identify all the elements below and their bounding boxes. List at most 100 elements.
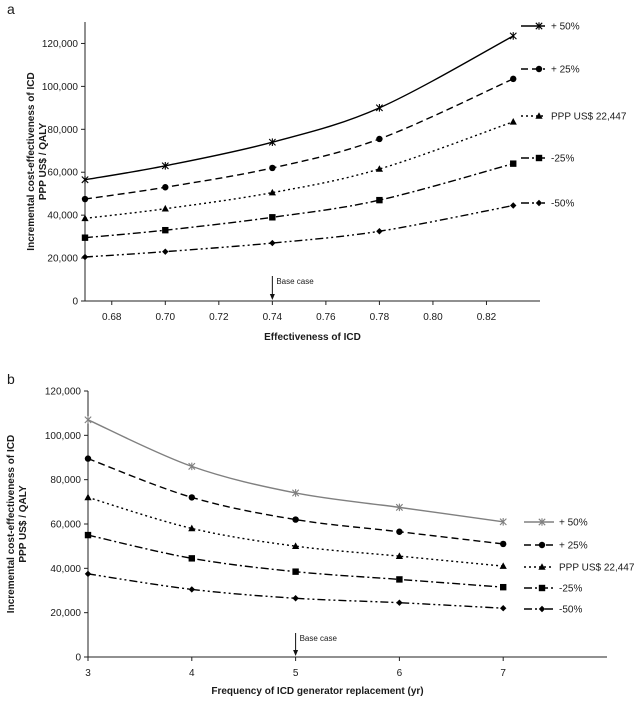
series-4: -50% <box>81 199 574 261</box>
data-point <box>510 160 517 167</box>
y-tick-label: 0 <box>72 297 78 308</box>
legend-label: -50% <box>551 199 574 210</box>
x-tick-label: 0.74 <box>263 312 283 323</box>
y-tick-label: 120,000 <box>45 387 82 398</box>
data-point <box>292 595 299 602</box>
data-point <box>269 214 276 221</box>
chart-panel-b: b 0 20,000 40,000 60,000 80,000 100,000 120,000… <box>6 371 635 697</box>
data-point <box>161 161 169 170</box>
data-point <box>376 228 383 235</box>
data-point <box>268 138 276 146</box>
series-line <box>84 162 514 239</box>
data-point <box>292 489 300 497</box>
legend-label: PPP US$ 22,447 <box>559 563 635 574</box>
data-point <box>269 164 276 172</box>
series-line <box>87 573 504 609</box>
data-point <box>81 253 89 261</box>
y-tick-label: 40,000 <box>47 211 78 222</box>
data-point <box>84 493 92 501</box>
data-point <box>375 165 384 172</box>
data-point <box>292 542 300 549</box>
data-point <box>161 204 169 212</box>
base-case-arrowhead <box>293 650 299 656</box>
legend-marker <box>538 584 546 592</box>
series-line <box>87 496 504 567</box>
data-point <box>510 75 517 83</box>
data-point <box>162 226 169 234</box>
y-tick-label: 80,000 <box>47 125 78 136</box>
legend-label: -25% <box>551 154 574 165</box>
data-point <box>81 195 89 203</box>
series-line <box>84 78 514 200</box>
legend-marker <box>535 22 543 30</box>
x-tick-label: 7 <box>500 668 506 679</box>
data-point <box>499 517 507 526</box>
x-tick-label: 0.76 <box>316 312 336 323</box>
series-2: PPP US$ 22,447 <box>84 493 635 574</box>
data-point <box>376 135 383 143</box>
x-tick-label: 0.68 <box>102 312 122 323</box>
data-point <box>188 494 195 501</box>
legend-marker <box>535 154 543 162</box>
x-tick-label: 4 <box>189 668 195 679</box>
legend-label: PPP US$ 22,447 <box>551 112 627 123</box>
data-point <box>395 503 403 512</box>
legend-marker <box>535 65 543 73</box>
data-point <box>188 555 195 562</box>
data-point <box>188 524 196 532</box>
y-tick-label: 60,000 <box>50 520 81 531</box>
x-tick-label: 3 <box>85 668 91 679</box>
legend-marker <box>535 199 543 207</box>
legend-marker <box>538 518 546 526</box>
data-point <box>188 462 196 471</box>
panel-label: b <box>7 371 15 387</box>
data-point <box>396 599 403 606</box>
y-axis-title-line-1: Incremental cost-effectiveness of ICD <box>6 435 17 613</box>
data-point <box>81 214 89 222</box>
data-point <box>162 184 169 191</box>
y-tick-label: 0 <box>75 653 81 664</box>
legend-marker <box>535 112 543 119</box>
y-tick-label: 100,000 <box>45 431 82 442</box>
series-line <box>87 419 504 523</box>
y-tick-label: 80,000 <box>50 475 81 486</box>
x-tick-label: 5 <box>293 668 299 679</box>
x-tick-label: 6 <box>397 668 403 679</box>
x-tick-label: 0.80 <box>423 312 443 323</box>
data-point <box>396 576 403 583</box>
data-point <box>292 516 299 523</box>
series-2: PPP US$ 22,447 <box>81 112 627 222</box>
base-case-label: Base case <box>300 634 338 643</box>
data-point <box>84 416 92 424</box>
y-tick-label: 40,000 <box>50 564 81 575</box>
data-point <box>188 586 195 593</box>
legend-label: + 25% <box>551 65 580 76</box>
data-point <box>396 528 403 535</box>
y-tick-label: 20,000 <box>50 608 81 619</box>
series-4: -50% <box>84 570 582 616</box>
y-axis-title-line-2: PPP US$ / QALY <box>18 485 29 563</box>
legend-label: + 25% <box>559 541 588 552</box>
data-point <box>84 531 92 539</box>
x-tick-label: 0.82 <box>477 312 497 323</box>
y-axis-title-line-1: Incremental cost-effectiveness of ICD <box>26 72 37 250</box>
series-1: + 25% <box>84 455 588 552</box>
data-point <box>268 188 276 196</box>
series-1: + 25% <box>81 65 580 203</box>
legend-marker <box>538 541 546 549</box>
data-point <box>375 104 384 112</box>
data-point <box>509 32 517 40</box>
data-point <box>162 248 169 255</box>
data-point <box>376 196 383 204</box>
legend-label: + 50% <box>551 22 580 33</box>
x-axis-title: Effectiveness of ICD <box>264 332 361 343</box>
series-0: + 50% <box>84 416 588 529</box>
chart-panel-a: a 0 20,000 40,000 60,000 80,000 100,000 120,000… <box>7 1 627 343</box>
y-tick-label: 120,000 <box>42 39 79 50</box>
base-case-label: Base case <box>276 277 314 286</box>
y-axis-title-line-2: PPP US$ / QALY <box>38 123 49 201</box>
y-tick-label: 100,000 <box>42 82 79 93</box>
series-3: -25% <box>81 154 574 241</box>
x-axis-title: Frequency of ICD generator replacement (… <box>211 686 423 697</box>
